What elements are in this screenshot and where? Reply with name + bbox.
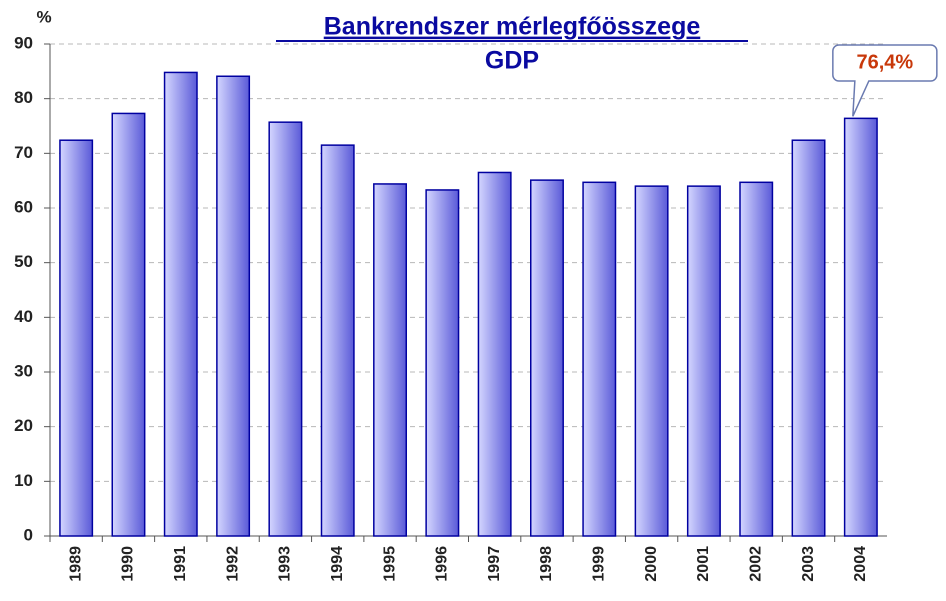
bar: [530, 179, 564, 537]
x-tick-label: 2004: [852, 546, 869, 582]
bar: [477, 171, 512, 537]
bar: [843, 117, 878, 537]
chart-subtitle: GDP: [485, 47, 539, 75]
x-tick-label: 2000: [643, 546, 660, 582]
y-tick-label: 40: [14, 307, 33, 326]
bar: [163, 71, 198, 537]
y-tick-label: 20: [14, 416, 33, 435]
x-tick-label: 2003: [800, 546, 817, 582]
bar: [634, 185, 669, 537]
chart-title: Bankrendszer mérlegfőösszege: [324, 13, 701, 41]
bar: [425, 189, 460, 537]
x-tick-label: 1992: [224, 546, 241, 582]
bar: [216, 75, 251, 537]
x-tick-label: 1995: [381, 546, 398, 582]
x-tick-label: 1989: [67, 546, 84, 582]
x-tick-label: 1996: [434, 546, 451, 582]
bar: [268, 121, 303, 537]
x-tick-label: 1998: [538, 546, 555, 582]
x-tick-label: 1997: [486, 546, 503, 582]
x-tick-label: 2001: [695, 546, 712, 582]
x-tick-label: 1999: [591, 546, 608, 582]
bar: [686, 185, 721, 537]
y-tick-label: 80: [14, 88, 33, 107]
x-tick-label: 2002: [747, 546, 764, 582]
data-label: 76,4%: [856, 51, 913, 73]
x-tick-label: 1991: [172, 546, 189, 582]
bar: [320, 144, 355, 537]
x-tick-label: 1993: [277, 546, 294, 582]
y-tick-label: 0: [24, 525, 33, 544]
bar: [582, 181, 617, 537]
y-tick-label: 10: [14, 471, 33, 490]
y-axis-label: %: [36, 7, 51, 26]
bar: [59, 139, 94, 537]
y-tick-label: 70: [14, 143, 33, 162]
bar: [111, 112, 146, 537]
y-tick-label: 50: [14, 252, 33, 271]
callout: [832, 44, 938, 117]
y-tick-label: 60: [14, 197, 33, 216]
x-tick-label: 1994: [329, 546, 346, 582]
y-tick-label: 30: [14, 361, 33, 380]
bar: [373, 183, 407, 537]
y-tick-label: 90: [14, 33, 33, 52]
bar: [791, 139, 826, 537]
x-tick-label: 1990: [120, 546, 137, 582]
bar: [739, 181, 774, 537]
